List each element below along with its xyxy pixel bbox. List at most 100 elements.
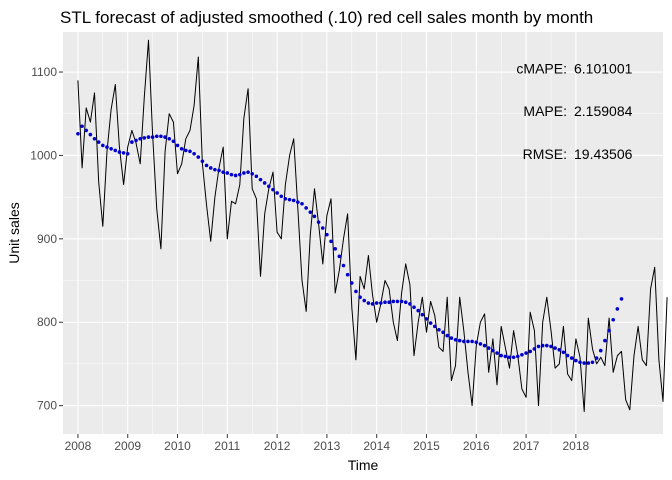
smoothed-point [437, 327, 441, 332]
smoothed-point [603, 338, 607, 343]
smoothed-point [105, 145, 109, 149]
smoothed-point [213, 167, 217, 172]
smoothed-point [138, 136, 142, 141]
smoothed-point [507, 355, 512, 360]
smoothed-point [337, 254, 342, 259]
smoothed-point [80, 124, 84, 129]
smoothed-point [499, 353, 503, 358]
smoothed-point [370, 302, 375, 306]
metric-label: MAPE: [523, 103, 567, 119]
smoothed-point [113, 148, 118, 153]
plot-panel [63, 32, 663, 434]
smoothed-point [565, 353, 570, 358]
smoothed-point [354, 289, 358, 294]
metric-value: 6.101001 [574, 61, 633, 77]
smoothed-point [200, 159, 205, 164]
smoothed-point [557, 347, 562, 352]
smoothed-point [607, 328, 611, 333]
smoothed-point [275, 191, 279, 195]
smoothed-point [196, 155, 201, 159]
smoothed-point [291, 198, 296, 203]
smoothed-point [511, 355, 516, 360]
smoothed-point [615, 307, 620, 311]
smoothed-point [296, 200, 300, 204]
smoothed-point [96, 140, 101, 144]
y-tick-label: 1000 [30, 148, 57, 162]
smoothed-point [478, 342, 483, 346]
smoothed-point [457, 338, 462, 343]
smoothed-point [462, 339, 466, 344]
x-tick-label: 2010 [164, 439, 191, 453]
smoothed-point [387, 300, 391, 305]
metric-value: 2.159084 [574, 103, 633, 119]
smoothed-point [267, 184, 271, 189]
y-tick-label: 700 [37, 399, 57, 413]
smoothed-point [312, 214, 317, 219]
smoothed-point [561, 350, 566, 355]
smoothed-point [142, 136, 147, 140]
metric-value: 19.43506 [574, 146, 633, 162]
smoothed-point [84, 128, 89, 133]
x-tick-label: 2013 [314, 439, 341, 453]
smoothed-point [366, 301, 371, 305]
smoothed-forecast-points [76, 124, 624, 365]
smoothed-point [308, 210, 313, 214]
smoothed-point [441, 330, 445, 335]
smoothed-point [524, 351, 528, 355]
smoothed-point [486, 346, 491, 350]
smoothed-point [154, 134, 159, 139]
smoothed-point [586, 361, 591, 365]
smoothed-point [474, 340, 479, 345]
smoothed-point [242, 171, 246, 175]
smoothed-point [287, 197, 292, 202]
smoothed-point [549, 344, 553, 349]
smoothed-point [399, 299, 404, 304]
smoothed-point [503, 354, 508, 359]
smoothed-point [424, 317, 429, 321]
smoothed-point [254, 174, 259, 179]
smoothed-point [159, 134, 163, 139]
x-tick-label: 2017 [513, 439, 540, 453]
smoothed-point [532, 347, 537, 351]
smoothed-point [237, 172, 242, 177]
smoothed-point [574, 358, 578, 363]
smoothed-point [528, 349, 533, 354]
smoothed-point [134, 138, 138, 143]
smoothed-point [540, 343, 545, 348]
smoothed-point [495, 351, 499, 355]
smoothed-point [101, 143, 105, 148]
smoothed-point [598, 348, 603, 353]
smoothed-point [175, 143, 180, 148]
smoothed-point [250, 171, 255, 176]
smoothed-point [403, 300, 408, 305]
x-tick-label: 2018 [563, 439, 590, 453]
smoothed-point [345, 272, 350, 277]
x-axis-label: Time [348, 457, 379, 473]
x-tick-label: 2012 [264, 439, 291, 453]
smoothed-point [221, 170, 225, 174]
smoothed-point [271, 187, 275, 192]
smoothed-point [262, 181, 267, 185]
smoothed-point [358, 295, 362, 300]
smoothed-point [619, 297, 624, 301]
smoothed-point [279, 194, 284, 199]
smoothed-point [246, 170, 250, 174]
smoothed-point [76, 131, 80, 136]
x-tick-label: 2016 [463, 439, 490, 453]
x-tick-label: 2009 [114, 439, 141, 453]
smoothed-point [117, 150, 122, 154]
smoothed-point [536, 344, 541, 349]
smoothed-point [208, 166, 213, 170]
smoothed-point [341, 263, 346, 268]
smoothed-point [416, 308, 420, 313]
smoothed-point [420, 312, 425, 317]
smoothed-point [171, 139, 176, 144]
smoothed-point [515, 354, 520, 359]
smoothed-point [150, 135, 155, 139]
smoothed-point [320, 226, 325, 230]
smoothed-point [109, 146, 113, 151]
smoothed-point [432, 324, 437, 329]
smoothed-point [349, 281, 354, 285]
smoothed-point [491, 348, 495, 353]
smoothed-point [167, 136, 172, 141]
